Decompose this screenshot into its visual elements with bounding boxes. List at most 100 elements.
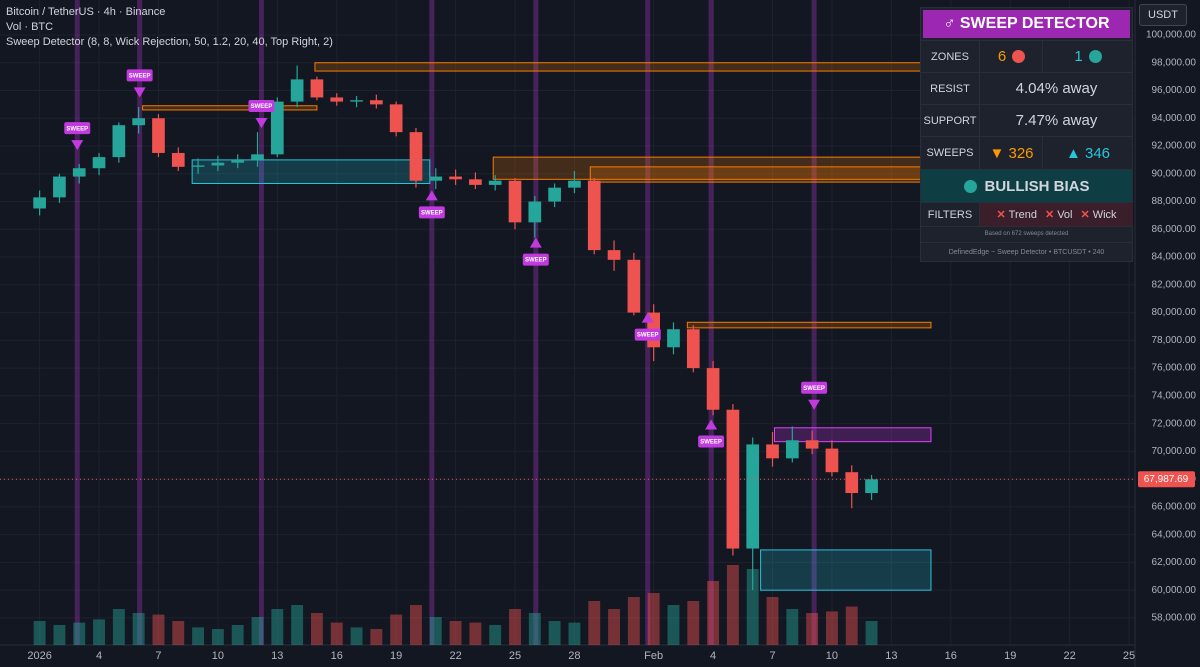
filters-row: FILTERS ✕ Trend ✕ Vol ✕ Wick [921, 202, 1133, 226]
indicator-title[interactable]: Sweep Detector (8, 8, Wick Rejection, 50… [6, 36, 333, 48]
volume-bar [449, 621, 462, 645]
volume-bar [370, 629, 383, 645]
sweep-column [533, 0, 539, 645]
volume-bar [469, 622, 482, 645]
volume-bar [152, 614, 165, 645]
y-tick-label: 66,000.00 [1152, 502, 1197, 513]
candle-body [310, 79, 324, 98]
volume-bar [786, 609, 799, 645]
symbol-title[interactable]: Bitcoin / TetherUS · 4h · Binance [6, 6, 166, 18]
label: FILTERS [927, 208, 973, 221]
sweep-label-box [801, 381, 828, 394]
volume-bar [845, 606, 858, 645]
price-label-box [1138, 471, 1195, 488]
y-tick-label: 78,000.00 [1152, 335, 1197, 346]
sweep-label: SWEEP [129, 74, 151, 80]
value: 1 [1042, 41, 1133, 72]
y-tick-label: 76,000.00 [1152, 363, 1197, 374]
candle-body [112, 125, 126, 158]
panel-title: ♂ SWEEP DETECTOR [923, 10, 1130, 38]
price-label: 67,987.69 [1144, 474, 1189, 485]
candle-body [231, 159, 245, 163]
volume-bar [726, 565, 739, 645]
candle-body [290, 79, 304, 102]
sweep-arrow [71, 140, 84, 151]
x-tick-label: 4 [710, 650, 716, 662]
candle-body [488, 180, 502, 185]
candle-body [528, 201, 542, 223]
x-tick-label: 13 [885, 650, 897, 662]
y-tick-label: 58,000.00 [1152, 613, 1197, 624]
volume-bar [172, 621, 185, 645]
candle-body [706, 368, 720, 410]
volume-bar [825, 611, 838, 645]
x-tick-label: 25 [1123, 650, 1135, 662]
sweep-label: SWEEP [700, 440, 722, 446]
x-tick-label: 28 [568, 650, 580, 662]
y-tick-label: 90,000.00 [1152, 168, 1197, 179]
candle-body [766, 444, 779, 459]
label: ZONES [931, 50, 969, 63]
candle-body [825, 448, 839, 473]
icon [1012, 50, 1026, 63]
candle-body [469, 179, 482, 185]
candle-body [548, 187, 561, 202]
volume-bar [310, 613, 323, 645]
volume-bar [806, 613, 819, 645]
filter: ✕ Trend [996, 209, 1037, 221]
x-tick-label: 19 [1004, 650, 1016, 662]
currency-button[interactable]: USDT [1139, 4, 1187, 26]
volume-bar [132, 613, 145, 645]
candle-body [568, 180, 581, 188]
y-tick-label: 98,000.00 [1152, 57, 1197, 68]
value: 6 [997, 48, 1007, 65]
sweep-label-box [634, 328, 661, 341]
y-tick-label: 74,000.00 [1152, 390, 1197, 401]
resist-row: RESIST 4.04% away [921, 72, 1132, 104]
candle-body [587, 180, 601, 251]
sweep-label: SWEEP [637, 333, 659, 339]
sweep-label: SWEEP [803, 386, 825, 392]
x-tick-label: 25 [509, 650, 521, 662]
candle-body [72, 168, 86, 177]
volume-bar [73, 622, 86, 645]
volume-bar [271, 609, 284, 645]
zones-row: ZONES 6 1 [921, 40, 1132, 72]
filter-name: Wick [1092, 209, 1117, 221]
candle-body [350, 100, 363, 102]
x-tick-label: 16 [331, 650, 343, 662]
x-tick-label: 2026 [27, 650, 51, 662]
volume-bar [746, 569, 759, 645]
zone [760, 549, 932, 591]
zone [773, 427, 932, 443]
icon [1088, 50, 1102, 63]
volume-bar [291, 605, 304, 645]
sweep-arrow [808, 399, 821, 410]
volume-bar [231, 625, 244, 645]
volume-bar [489, 625, 502, 645]
sweep-label-box [418, 206, 445, 219]
sweep-column [258, 0, 264, 645]
sweep-label: SWEEP [525, 258, 547, 264]
label: SWEEPS [926, 147, 974, 159]
y-tick-label: 60,000.00 [1152, 585, 1197, 596]
candle-body [429, 176, 443, 181]
candle-body [805, 440, 819, 449]
x-tick-label: 7 [155, 650, 161, 662]
candle-body [330, 97, 344, 102]
volume-bar [429, 617, 442, 645]
value: 6 [979, 41, 1043, 72]
sweep-label-box [248, 99, 275, 112]
candle-body [785, 440, 799, 459]
volume-bar [251, 617, 264, 645]
volume-bar [53, 625, 66, 645]
sweep-label-box [698, 435, 725, 448]
candle-body [152, 118, 165, 153]
y-tick-label: 80,000.00 [1152, 307, 1197, 318]
sweep-panel: ♂ SWEEP DETECTOR ZONES 6 1 RESIST 4.04% … [920, 7, 1133, 262]
volume-title[interactable]: Vol · BTC [6, 21, 54, 33]
x-tick-label: 4 [96, 650, 102, 662]
sweep-arrow [641, 312, 654, 323]
bias: BULLISH BIAS [984, 177, 1090, 195]
